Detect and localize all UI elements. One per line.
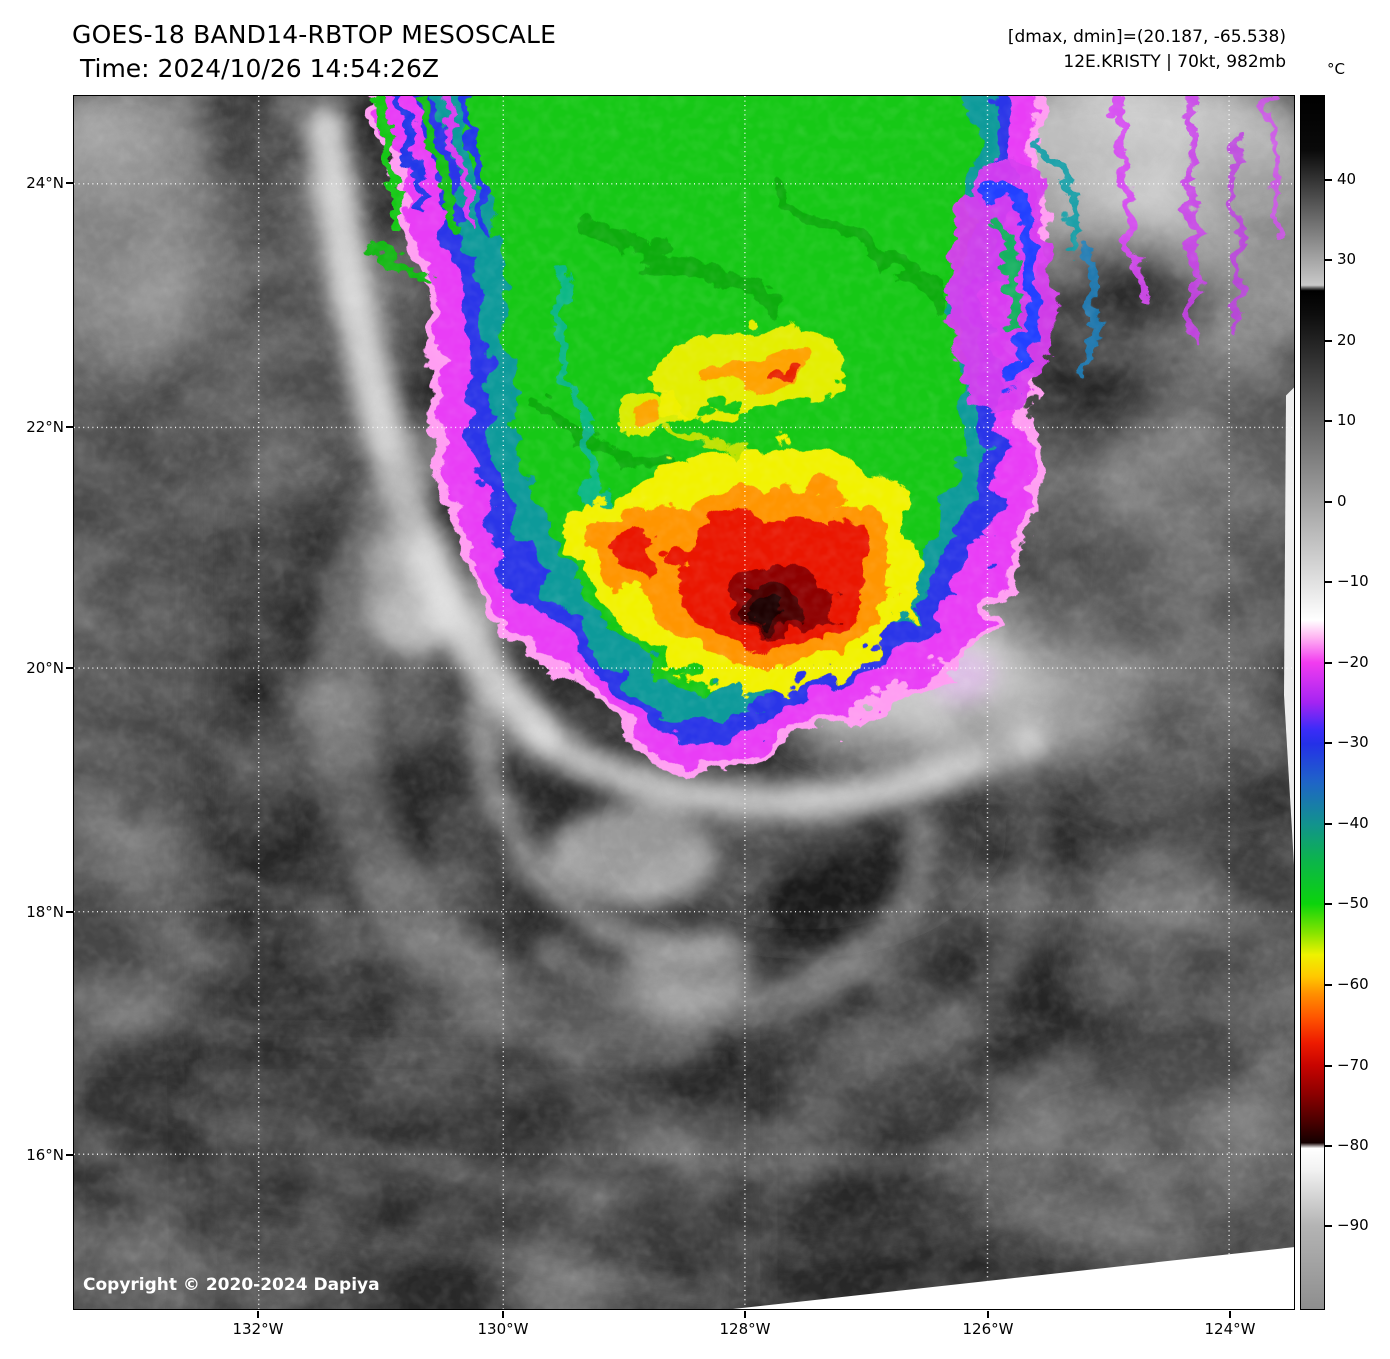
lon-tick [987,1311,989,1318]
lat-label-24n: 24°N [26,174,64,192]
lat-label-20n: 20°N [26,659,64,677]
colorbar-tick [1325,742,1332,744]
lon-label-124w: 124°W [1204,1320,1256,1338]
lon-tick [1229,1311,1231,1318]
colorbar-tick [1325,823,1332,825]
colorbar-tick [1325,1145,1332,1147]
colorbar-tick [1325,984,1332,986]
lat-tick [66,911,73,913]
lon-label-126w: 126°W [962,1320,1014,1338]
colorbar-tick [1325,903,1332,905]
colorbar-tick-label-m90: −90 [1337,1216,1369,1234]
colorbar-tick [1325,340,1332,342]
lat-tick [66,426,73,428]
timestamp: Time: 2024/10/26 14:54:26Z [80,54,439,83]
colorbar-tick-label-30: 30 [1337,250,1357,268]
colorbar-tick-label-m30: −30 [1337,733,1369,751]
colorbar-tick-label-0: 0 [1337,492,1347,510]
colorbar [1300,95,1325,1310]
lat-label-16n: 16°N [26,1146,64,1164]
colorbar-tick-label-20: 20 [1337,331,1357,349]
storm-annotation: 12E.KRISTY | 70kt, 982mb [1063,52,1286,72]
colorbar-tick [1325,1065,1332,1067]
colorbar-tick-label-m60: −60 [1337,975,1369,993]
colorbar-tick [1325,1225,1332,1227]
colorbar-tick [1325,179,1332,181]
lon-label-130w: 130°W [477,1320,529,1338]
colorbar-tick-label-m50: −50 [1337,894,1369,912]
lon-label-128w: 128°W [719,1320,771,1338]
lon-label-132w: 132°W [232,1320,284,1338]
colorbar-tick-label-m20: −20 [1337,653,1369,671]
colorbar-tick [1325,662,1332,664]
colorbar-tick [1325,501,1332,503]
colorbar-tick [1325,259,1332,261]
lon-tick [502,1311,504,1318]
lat-tick [66,1154,73,1156]
copyright: Copyright © 2020-2024 Dapiya [83,1275,380,1295]
grid-lines [74,96,1294,1309]
map-frame: Copyright © 2020-2024 Dapiya [73,95,1295,1310]
lat-tick [66,667,73,669]
lon-tick [257,1311,259,1318]
colorbar-tick-label-m80: −80 [1337,1136,1369,1154]
colorbar-tick [1325,581,1332,583]
swath-edge [732,387,1294,1309]
lat-label-18n: 18°N [26,903,64,921]
lat-tick [66,182,73,184]
colorbar-tick [1325,420,1332,422]
lon-tick [744,1311,746,1318]
lat-label-22n: 22°N [26,418,64,436]
range-annotation: [dmax, dmin]=(20.187, -65.538) [1007,27,1286,47]
satellite-composite [74,96,1294,1309]
colorbar-tick-label-m10: −10 [1337,572,1369,590]
colorbar-tick-label-10: 10 [1337,411,1357,429]
product-title: GOES-18 BAND14-RBTOP MESOSCALE [72,20,557,49]
colorbar-unit: °C [1327,60,1345,78]
colorbar-tick-label-40: 40 [1337,170,1357,188]
colorbar-tick-label-m40: −40 [1337,814,1369,832]
colorbar-tick-label-m70: −70 [1337,1056,1369,1074]
